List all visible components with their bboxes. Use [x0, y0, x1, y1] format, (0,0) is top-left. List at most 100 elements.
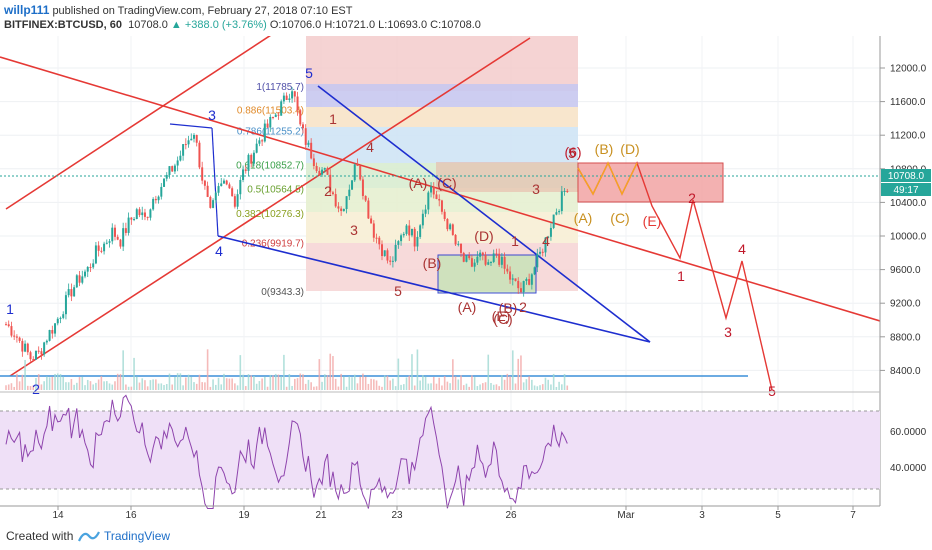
- volume-bar: [563, 374, 566, 390]
- candle-body: [307, 142, 310, 145]
- candle-body: [312, 158, 315, 166]
- price-tick-label: 8800.0: [890, 332, 921, 343]
- price-chart[interactable]: 1(11785.7) 0.886(11503.4) 0.786(11255.2) 0.…: [0, 36, 932, 522]
- date-tick-label: 19: [238, 510, 250, 521]
- candle-body: [555, 212, 558, 215]
- candle-body: [209, 196, 212, 208]
- candle-body: [179, 155, 182, 161]
- volume-bar: [163, 385, 165, 390]
- rsi-line: [5, 394, 568, 509]
- candle-body: [509, 271, 512, 280]
- date-tick-label: Mar: [617, 510, 635, 521]
- candle-body: [122, 228, 125, 247]
- candle-body: [435, 194, 438, 199]
- candle-body: [21, 340, 24, 352]
- candle-body: [43, 342, 46, 355]
- candle-body: [500, 256, 503, 265]
- candle-body: [133, 218, 136, 220]
- volume-bar: [266, 386, 269, 390]
- volume-bar: [81, 376, 84, 390]
- date-tick-label: 16: [125, 510, 137, 521]
- candle-body: [462, 252, 465, 262]
- rsi-band: [0, 411, 880, 489]
- fib-level-label: 1(11785.7): [256, 82, 304, 93]
- volume-bar: [296, 378, 299, 390]
- candle-body: [560, 191, 563, 212]
- candle-body: [503, 256, 506, 269]
- wave-label: (B): [499, 300, 518, 316]
- volume-bar: [130, 386, 133, 390]
- volume-bar: [416, 349, 419, 390]
- volume-bar: [10, 383, 13, 390]
- volume-bar: [149, 380, 152, 390]
- candle-body: [410, 228, 413, 236]
- candle-body: [100, 250, 103, 252]
- volume-bar: [449, 383, 451, 390]
- volume-bar: [111, 384, 114, 390]
- volume-bar: [525, 379, 528, 390]
- candle-body: [345, 196, 348, 209]
- candle-body: [70, 289, 73, 297]
- candle-body: [40, 351, 43, 355]
- candle-body: [310, 142, 313, 159]
- volume-bar: [220, 384, 223, 390]
- tradingview-brand-link[interactable]: TradingView: [104, 529, 171, 543]
- candle-body: [206, 185, 209, 197]
- wave-label: 2: [324, 183, 332, 199]
- volume-bar: [452, 359, 454, 390]
- candle-body: [212, 200, 215, 208]
- candle-body: [498, 253, 501, 265]
- ohlc-open: O:10706.0: [269, 19, 322, 31]
- volume-bar: [204, 382, 206, 390]
- volume-bar: [334, 378, 337, 390]
- candle-body: [484, 254, 487, 265]
- volume-bar: [35, 378, 37, 390]
- volume-bar: [54, 373, 56, 390]
- volume-bar: [460, 375, 462, 390]
- volume-bar: [65, 382, 67, 390]
- volume-bar: [18, 381, 21, 390]
- candle-body: [558, 211, 561, 213]
- candle-body: [460, 243, 463, 253]
- volume-bar: [209, 386, 212, 390]
- volume-bar: [430, 383, 432, 390]
- candle-body: [492, 253, 495, 262]
- tradingview-logo-icon: [78, 531, 100, 542]
- volume-bar: [114, 381, 116, 390]
- candle-body: [127, 217, 130, 233]
- candle-body: [539, 251, 542, 254]
- author-link[interactable]: willp111: [4, 3, 50, 17]
- volume-bar: [373, 379, 375, 390]
- volume-bar: [503, 379, 506, 390]
- current-price: 10708.0: [888, 171, 925, 182]
- fib-level-label: 0.236(9919.7): [242, 239, 304, 250]
- candle-body: [269, 116, 272, 128]
- volume-bar: [294, 378, 296, 390]
- candle-body: [244, 169, 247, 171]
- candle-body: [440, 200, 443, 212]
- volume-bar: [370, 378, 372, 390]
- volume-bar: [21, 374, 24, 390]
- candle-body: [176, 160, 179, 166]
- candle-body: [468, 255, 471, 259]
- volume-bar: [438, 377, 441, 390]
- wave-label: 4: [542, 233, 550, 249]
- volume-bar: [7, 384, 10, 390]
- volume-bar: [501, 375, 503, 390]
- volume-bar: [552, 373, 555, 390]
- date-axis[interactable]: 14 16 19 21 23 26 Mar 3 5 7: [52, 506, 856, 521]
- volume-bar: [539, 385, 541, 390]
- volume-bar: [24, 359, 26, 390]
- candle-body: [119, 239, 122, 247]
- price-tick-label: 8400.0: [890, 366, 921, 377]
- wave-label: 1: [6, 301, 14, 317]
- candle-body: [111, 227, 114, 242]
- candle-body: [143, 212, 146, 217]
- wave-label: 2: [32, 381, 40, 397]
- rsi-tick-label: 40.0000: [890, 463, 927, 474]
- candle-body: [528, 279, 531, 285]
- candle-body: [285, 95, 288, 100]
- candle-body: [334, 194, 337, 207]
- candle-body: [541, 251, 544, 253]
